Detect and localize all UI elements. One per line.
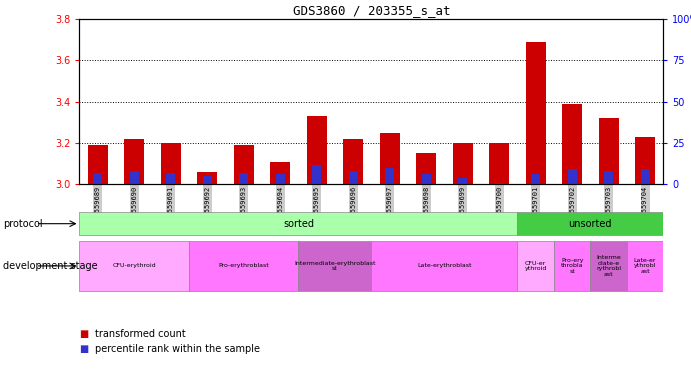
Text: Interme
diate-e
rythrobl
ast: Interme diate-e rythrobl ast (596, 255, 621, 276)
Bar (312, 164, 321, 184)
Text: unsorted: unsorted (569, 218, 612, 229)
Bar (130, 171, 139, 184)
Bar (307, 116, 327, 184)
FancyBboxPatch shape (554, 241, 590, 291)
Bar (88, 145, 108, 184)
Bar (458, 178, 467, 184)
Bar (197, 172, 217, 184)
Bar (343, 139, 363, 184)
Text: Intermediate-erythroblast
st: Intermediate-erythroblast st (294, 261, 376, 271)
Bar (161, 143, 181, 184)
Bar (270, 162, 290, 184)
Bar (489, 143, 509, 184)
Bar (385, 168, 394, 184)
Bar (598, 118, 618, 184)
FancyBboxPatch shape (372, 241, 518, 291)
Text: Pro-erythroblast: Pro-erythroblast (218, 263, 269, 268)
Bar (202, 176, 211, 184)
Text: Late-erythroblast: Late-erythroblast (417, 263, 472, 268)
Bar (562, 104, 582, 184)
FancyBboxPatch shape (627, 241, 663, 291)
Bar (641, 169, 650, 184)
FancyBboxPatch shape (590, 241, 627, 291)
Bar (276, 174, 285, 184)
Text: transformed count: transformed count (95, 329, 185, 339)
Text: ■: ■ (79, 344, 88, 354)
Bar (635, 137, 655, 184)
Bar (531, 174, 540, 184)
Bar (495, 183, 504, 184)
Text: development stage: development stage (3, 261, 98, 271)
Bar (239, 173, 248, 184)
Bar (567, 169, 577, 184)
Text: protocol: protocol (3, 218, 43, 229)
FancyBboxPatch shape (189, 241, 299, 291)
FancyBboxPatch shape (79, 241, 189, 291)
Bar (124, 139, 144, 184)
Bar (526, 42, 546, 184)
Text: Late-er
ythrobl
ast: Late-er ythrobl ast (634, 258, 656, 274)
Bar (234, 145, 254, 184)
Bar (604, 171, 613, 184)
Text: sorted: sorted (283, 218, 314, 229)
Bar (422, 174, 430, 184)
Text: percentile rank within the sample: percentile rank within the sample (95, 344, 260, 354)
Bar (166, 173, 176, 184)
Bar (93, 173, 102, 184)
Title: GDS3860 / 203355_s_at: GDS3860 / 203355_s_at (293, 3, 450, 17)
Text: CFU-er
ythroid: CFU-er ythroid (524, 261, 547, 271)
Bar (379, 133, 399, 184)
Bar (416, 153, 436, 184)
FancyBboxPatch shape (299, 241, 372, 291)
FancyBboxPatch shape (79, 212, 518, 235)
Text: CFU-erythroid: CFU-erythroid (113, 263, 156, 268)
Text: ■: ■ (79, 329, 88, 339)
FancyBboxPatch shape (518, 212, 663, 235)
Bar (349, 171, 358, 184)
FancyBboxPatch shape (518, 241, 554, 291)
Text: Pro-ery
throbla
st: Pro-ery throbla st (561, 258, 583, 274)
Bar (453, 143, 473, 184)
